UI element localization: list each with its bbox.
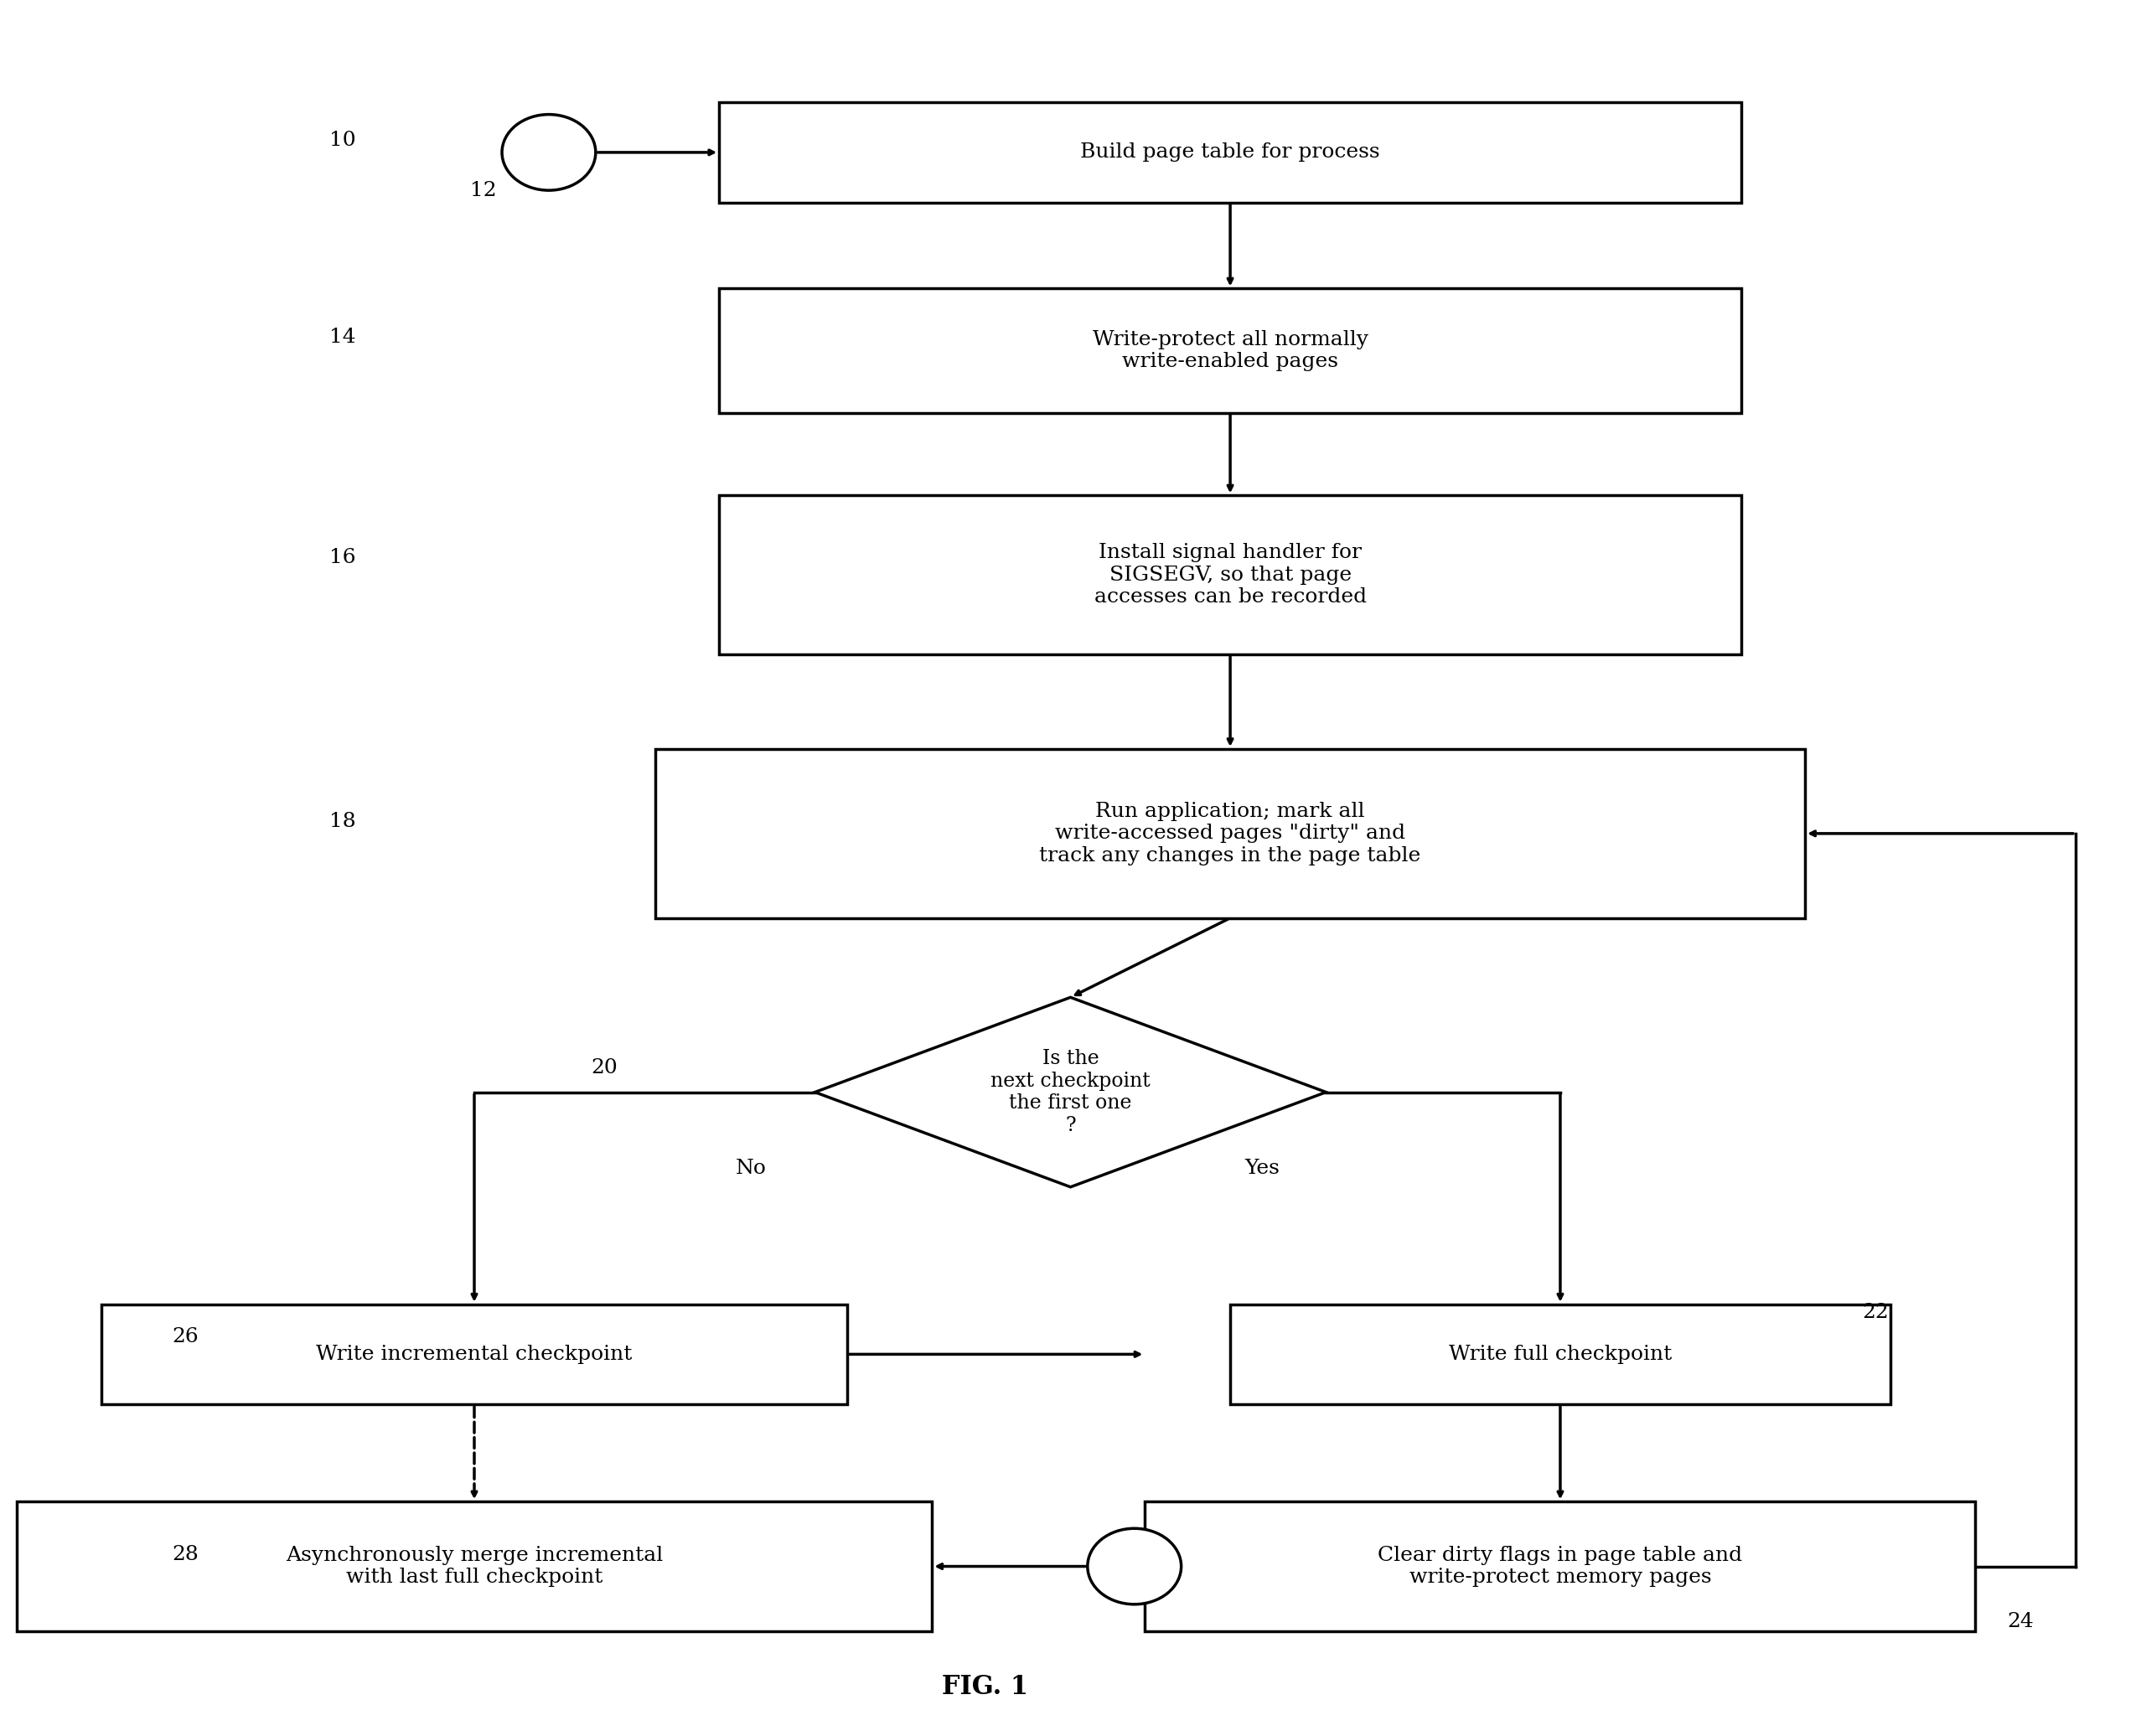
Text: Write-protect all normally
write-enabled pages: Write-protect all normally write-enabled…: [1092, 330, 1368, 372]
FancyBboxPatch shape: [101, 1304, 848, 1404]
FancyBboxPatch shape: [719, 495, 1741, 654]
Text: Build page table for process: Build page table for process: [1081, 142, 1381, 161]
Text: Install signal handler for
SIGSEGV, so that page
accesses can be recorded: Install signal handler for SIGSEGV, so t…: [1094, 543, 1366, 608]
FancyBboxPatch shape: [17, 1502, 931, 1632]
Text: Asynchronously merge incremental
with last full checkpoint: Asynchronously merge incremental with la…: [285, 1545, 664, 1587]
Text: 16: 16: [330, 549, 355, 568]
Text: 12: 12: [471, 181, 497, 200]
FancyBboxPatch shape: [1145, 1502, 1976, 1632]
Text: FIG. 1: FIG. 1: [942, 1674, 1028, 1700]
Text: Yes: Yes: [1244, 1158, 1280, 1177]
Text: 14: 14: [330, 328, 355, 347]
Text: 26: 26: [171, 1328, 199, 1347]
Text: No: No: [737, 1158, 766, 1177]
Circle shape: [1088, 1528, 1182, 1604]
Polygon shape: [816, 996, 1325, 1187]
Text: 10: 10: [330, 130, 355, 149]
Text: 24: 24: [2008, 1613, 2034, 1632]
Text: Is the
next checkpoint
the first one
?: Is the next checkpoint the first one ?: [991, 1049, 1150, 1135]
Circle shape: [501, 115, 595, 191]
Text: Write incremental checkpoint: Write incremental checkpoint: [317, 1345, 632, 1364]
Text: 28: 28: [171, 1545, 199, 1564]
FancyBboxPatch shape: [719, 288, 1741, 413]
FancyBboxPatch shape: [655, 748, 1805, 918]
Text: Clear dirty flags in page table and
write-protect memory pages: Clear dirty flags in page table and writ…: [1379, 1545, 1743, 1587]
FancyBboxPatch shape: [1231, 1304, 1891, 1404]
Text: 20: 20: [591, 1059, 619, 1078]
FancyBboxPatch shape: [719, 102, 1741, 203]
Text: 22: 22: [1863, 1304, 1888, 1323]
Text: Run application; mark all
write-accessed pages "dirty" and
track any changes in : Run application; mark all write-accessed…: [1041, 802, 1422, 866]
Text: 18: 18: [330, 812, 355, 832]
Text: Write full checkpoint: Write full checkpoint: [1449, 1345, 1672, 1364]
